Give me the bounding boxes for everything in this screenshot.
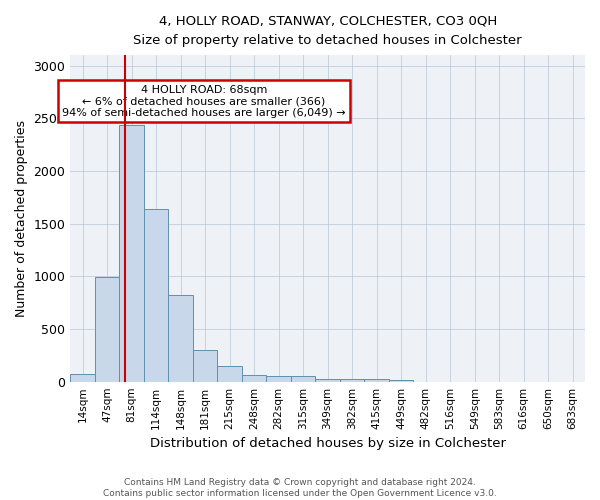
Y-axis label: Number of detached properties: Number of detached properties <box>15 120 28 317</box>
Bar <box>95 278 119 382</box>
Bar <box>364 378 389 382</box>
Bar <box>169 296 193 382</box>
Bar <box>119 124 144 382</box>
X-axis label: Distribution of detached houses by size in Colchester: Distribution of detached houses by size … <box>149 437 506 450</box>
Bar <box>70 374 95 382</box>
Text: 4 HOLLY ROAD: 68sqm
← 6% of detached houses are smaller (366)
94% of semi-detach: 4 HOLLY ROAD: 68sqm ← 6% of detached hou… <box>62 84 346 117</box>
Bar <box>266 376 291 382</box>
Bar <box>340 379 364 382</box>
Text: Contains HM Land Registry data © Crown copyright and database right 2024.
Contai: Contains HM Land Registry data © Crown c… <box>103 478 497 498</box>
Bar <box>217 366 242 382</box>
Bar <box>389 380 413 382</box>
Bar <box>193 350 217 382</box>
Bar <box>144 209 169 382</box>
Bar <box>242 375 266 382</box>
Bar <box>316 378 340 382</box>
Title: 4, HOLLY ROAD, STANWAY, COLCHESTER, CO3 0QH
Size of property relative to detache: 4, HOLLY ROAD, STANWAY, COLCHESTER, CO3 … <box>133 15 522 47</box>
Bar <box>291 376 316 382</box>
